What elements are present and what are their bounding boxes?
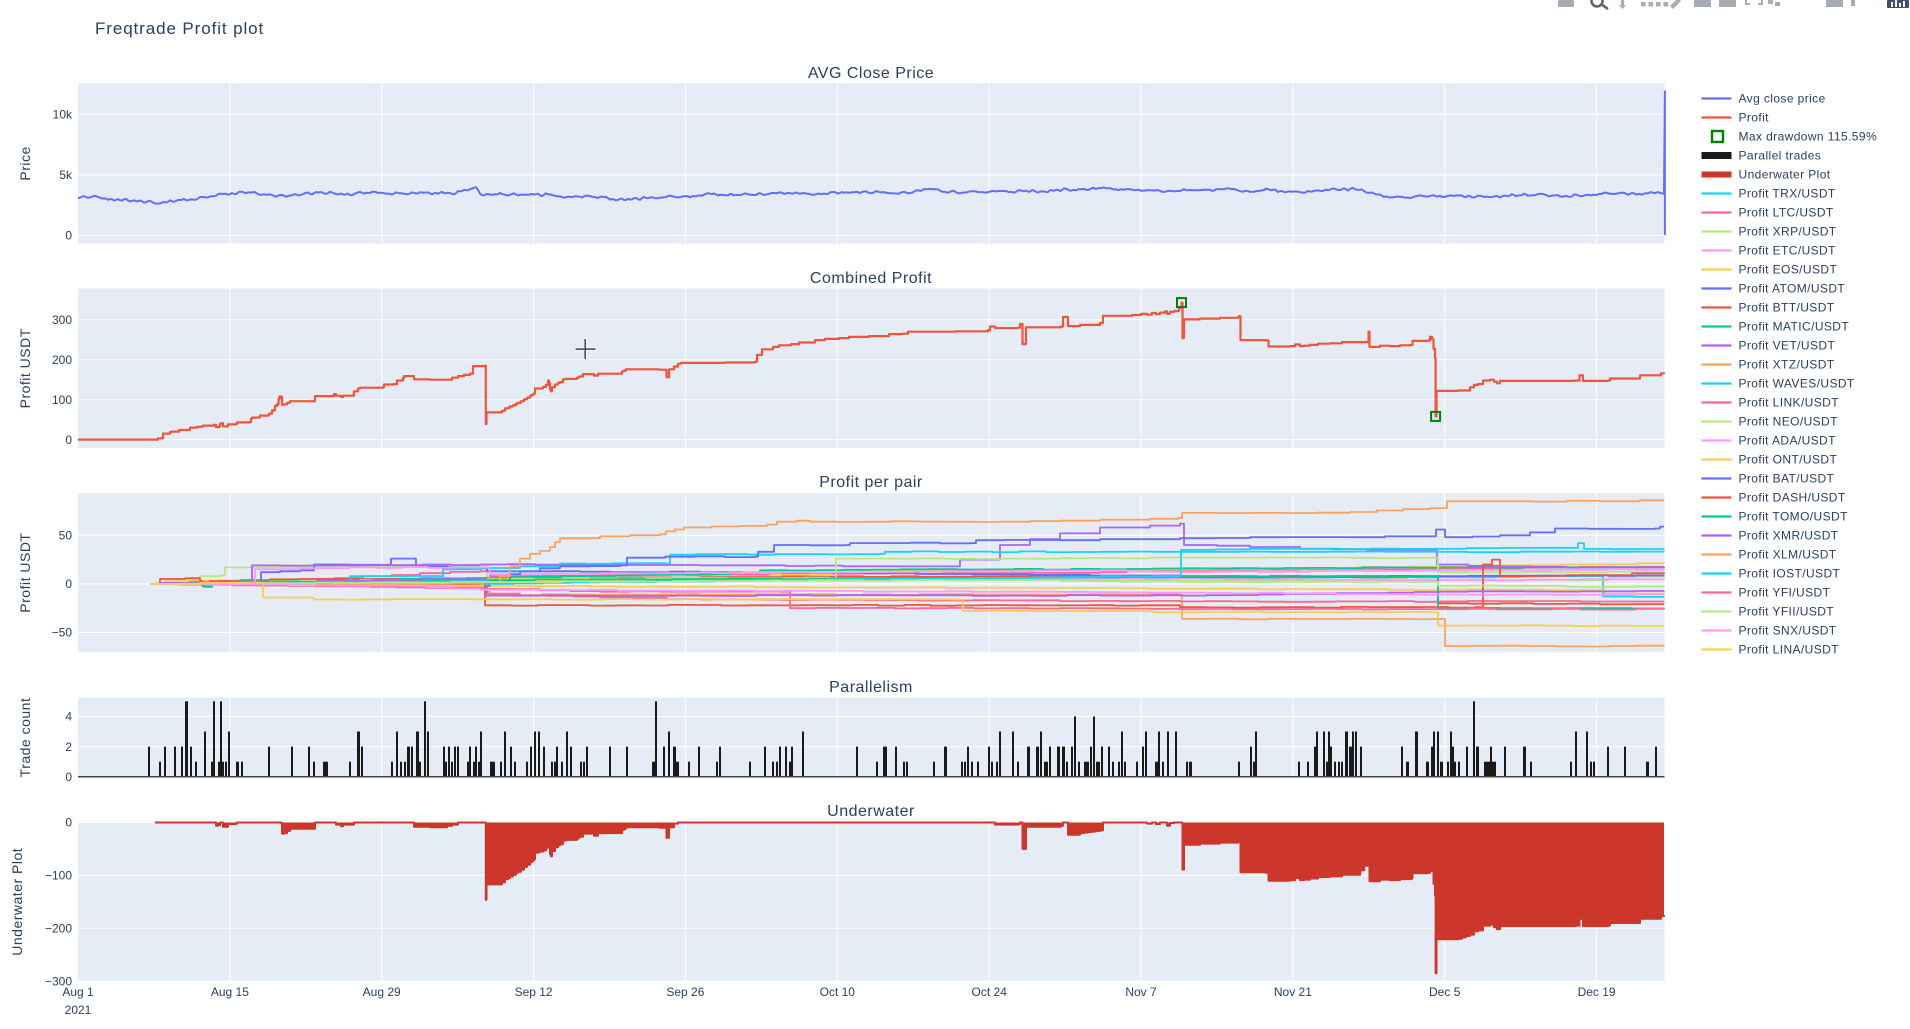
svg-text:−200: −200 (45, 921, 72, 935)
svg-text:Profit USDT: Profit USDT (17, 328, 33, 408)
svg-text:0: 0 (65, 770, 72, 784)
svg-text:Nov 7: Nov 7 (1125, 985, 1157, 999)
svg-text:Oct 24: Oct 24 (972, 985, 1008, 999)
svg-text:Aug 15: Aug 15 (211, 985, 249, 999)
svg-text:300: 300 (52, 313, 72, 327)
svg-text:0: 0 (65, 433, 72, 447)
svg-text:Dec 5: Dec 5 (1429, 985, 1461, 999)
svg-text:Profit BAT/USDT: Profit BAT/USDT (1739, 472, 1835, 486)
svg-text:Profit ADA/USDT: Profit ADA/USDT (1739, 434, 1837, 448)
svg-text:Profit SNX/USDT: Profit SNX/USDT (1739, 624, 1837, 638)
svg-text:Profit XRP/USDT: Profit XRP/USDT (1739, 225, 1837, 239)
svg-text:−100: −100 (45, 869, 72, 883)
svg-text:Profit USDT: Profit USDT (17, 533, 33, 613)
svg-text:Profit YFI/USDT: Profit YFI/USDT (1739, 586, 1831, 600)
svg-text:50: 50 (59, 529, 73, 543)
svg-text:2: 2 (65, 740, 72, 754)
svg-text:0: 0 (65, 816, 72, 830)
svg-text:Avg close price: Avg close price (1739, 92, 1826, 106)
svg-text:Combined Profit: Combined Profit (810, 270, 932, 287)
svg-text:Nov 21: Nov 21 (1274, 985, 1312, 999)
svg-text:Trade count: Trade count (17, 698, 33, 778)
svg-text:−300: −300 (45, 974, 72, 988)
svg-text:Oct 10: Oct 10 (820, 985, 856, 999)
svg-text:Profit ATOM/USDT: Profit ATOM/USDT (1739, 282, 1846, 296)
svg-text:Profit TOMO/USDT: Profit TOMO/USDT (1739, 510, 1849, 524)
svg-text:Dec 19: Dec 19 (1578, 985, 1616, 999)
svg-text:AVG Close Price: AVG Close Price (808, 65, 934, 82)
svg-text:Profit DASH/USDT: Profit DASH/USDT (1739, 491, 1846, 505)
svg-text:Aug 29: Aug 29 (363, 985, 401, 999)
svg-text:4: 4 (65, 710, 72, 724)
svg-text:Profit per pair: Profit per pair (819, 474, 923, 491)
svg-text:Price: Price (17, 146, 33, 180)
svg-text:Profit YFII/USDT: Profit YFII/USDT (1739, 605, 1835, 619)
svg-text:Profit XMR/USDT: Profit XMR/USDT (1739, 529, 1839, 543)
svg-text:Profit ONT/USDT: Profit ONT/USDT (1739, 453, 1838, 467)
svg-text:Profit WAVES/USDT: Profit WAVES/USDT (1739, 377, 1855, 391)
svg-text:100: 100 (52, 393, 72, 407)
svg-text:Parallel trades: Parallel trades (1739, 149, 1822, 163)
svg-text:Profit: Profit (1739, 111, 1770, 125)
svg-text:Max drawdown 115.59%: Max drawdown 115.59% (1739, 130, 1878, 144)
svg-text:0: 0 (65, 577, 72, 591)
svg-text:Underwater: Underwater (827, 803, 915, 820)
svg-text:200: 200 (52, 353, 72, 367)
svg-text:0: 0 (65, 229, 72, 243)
svg-text:Parallelism: Parallelism (829, 679, 913, 696)
svg-text:Profit VET/USDT: Profit VET/USDT (1739, 339, 1836, 353)
svg-text:Profit LTC/USDT: Profit LTC/USDT (1739, 206, 1834, 220)
svg-text:Aug 1: Aug 1 (62, 985, 94, 999)
svg-text:Profit IOST/USDT: Profit IOST/USDT (1739, 567, 1841, 581)
svg-text:Profit NEO/USDT: Profit NEO/USDT (1739, 415, 1839, 429)
svg-text:Profit LINA/USDT: Profit LINA/USDT (1739, 643, 1840, 657)
svg-text:Profit EOS/USDT: Profit EOS/USDT (1739, 263, 1838, 277)
svg-text:5k: 5k (59, 168, 73, 182)
svg-text:2021: 2021 (65, 1003, 92, 1017)
svg-text:−50: −50 (52, 626, 73, 640)
svg-text:Profit ETC/USDT: Profit ETC/USDT (1739, 244, 1837, 258)
svg-text:Profit LINK/USDT: Profit LINK/USDT (1739, 396, 1840, 410)
svg-text:Freqtrade Profit plot: Freqtrade Profit plot (95, 19, 264, 38)
svg-text:10k: 10k (53, 108, 73, 122)
svg-text:Profit MATIC/USDT: Profit MATIC/USDT (1739, 320, 1850, 334)
svg-text:Underwater Plot: Underwater Plot (9, 848, 25, 956)
svg-text:Underwater Plot: Underwater Plot (1739, 168, 1831, 182)
svg-text:Profit XLM/USDT: Profit XLM/USDT (1739, 548, 1837, 562)
svg-text:Profit BTT/USDT: Profit BTT/USDT (1739, 301, 1835, 315)
svg-text:Profit XTZ/USDT: Profit XTZ/USDT (1739, 358, 1835, 372)
svg-text:Sep 12: Sep 12 (515, 985, 553, 999)
svg-text:Profit TRX/USDT: Profit TRX/USDT (1739, 187, 1836, 201)
svg-text:Sep 26: Sep 26 (666, 985, 704, 999)
